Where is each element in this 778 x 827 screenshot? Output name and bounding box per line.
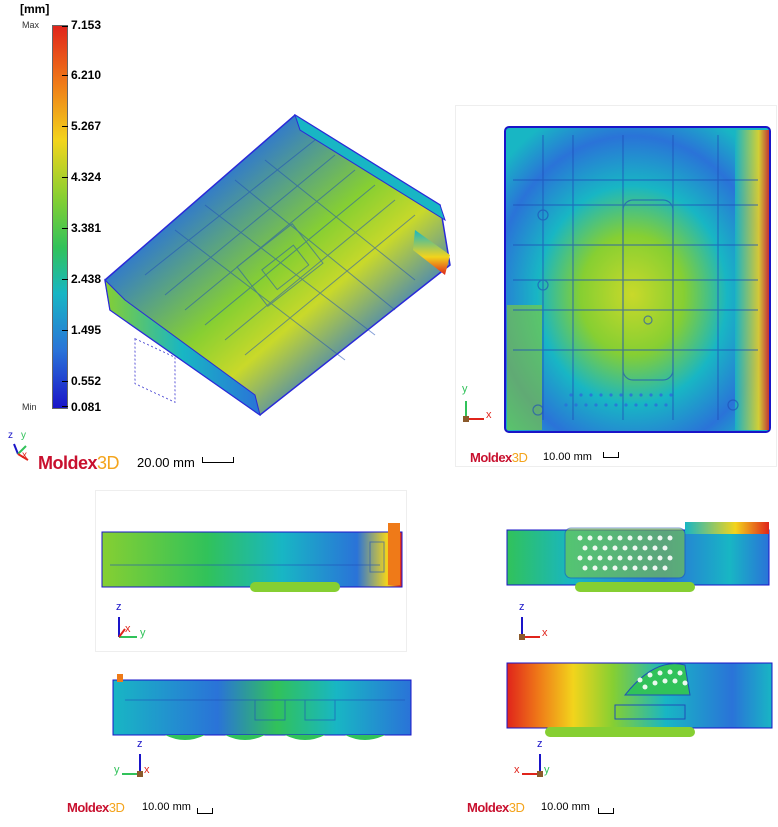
moldex3d-logo: Moldex3D [467, 800, 525, 815]
scale-bar-top [603, 452, 619, 458]
axis-z-label: z [537, 738, 543, 750]
tick-label: 1.495 [71, 323, 102, 337]
moldex3d-logo: Moldex3D [67, 800, 125, 815]
axis-triad-side-c: z y x [110, 738, 160, 780]
legend-max-tag: Max [22, 20, 40, 30]
tick-label: 5.267 [71, 119, 102, 133]
axis-x-label: x [125, 623, 131, 635]
axis-z-label: z [8, 430, 13, 441]
side-view-a-panel [95, 490, 407, 652]
top-part-view [504, 126, 771, 433]
side-view-c [112, 674, 412, 740]
axis-y-label: y [462, 383, 468, 395]
side-view-a [101, 523, 403, 592]
axis-y-label: y [140, 627, 146, 639]
color-scale-bar [52, 25, 68, 409]
tick-label: 4.324 [71, 170, 102, 184]
side-view-d [506, 662, 773, 737]
tick-label: 2.438 [71, 272, 102, 286]
top-view-panel [455, 105, 777, 467]
axis-x-label: x [22, 450, 27, 461]
scale-label-bottom-right: 10.00 mm [541, 801, 590, 813]
axis-triad-top: y x [460, 383, 500, 423]
tick-label: 0.552 [71, 374, 102, 388]
isometric-part-view [104, 113, 451, 417]
axis-x-label: x [542, 627, 548, 639]
tick-mark [62, 406, 68, 407]
scale-bar-bottom-right [598, 808, 614, 814]
axis-z-label: z [519, 601, 525, 613]
tick-mark [62, 177, 68, 178]
moldex3d-logo: Moldex3D [38, 453, 120, 473]
tick-mark [62, 26, 68, 27]
axis-triad-side-a: z x y [103, 601, 153, 643]
tick-label: 6.210 [71, 68, 102, 82]
axis-x-label: x [514, 764, 520, 776]
side-view-b [506, 522, 770, 592]
axis-triad-side-d: z x y [510, 738, 560, 780]
axis-z-label: z [116, 601, 122, 613]
axis-x-label: x [144, 764, 150, 776]
tick-mark [62, 330, 68, 331]
legend-min-tag: Min [22, 402, 37, 412]
axis-y-label: y [114, 764, 120, 776]
tick-label: 3.381 [71, 221, 102, 235]
axis-z-label: z [137, 738, 143, 750]
axis-triad-side-b: z x [512, 601, 562, 643]
tick-mark [62, 126, 68, 127]
scale-label-iso: 20.00 mm [137, 455, 195, 470]
scale-bar-bottom-left [197, 808, 213, 814]
tick-mark [62, 279, 68, 280]
scale-bar-iso [202, 457, 234, 463]
tick-mark [62, 75, 68, 76]
tick-label: 0.081 [71, 400, 102, 414]
axis-x-label: x [486, 409, 492, 421]
axis-y-label: y [544, 764, 550, 776]
scale-label-top: 10.00 mm [543, 451, 592, 463]
axis-y-label: y [21, 430, 26, 441]
tick-label: 7.153 [71, 18, 102, 32]
tick-mark [62, 381, 68, 382]
scale-label-bottom-left: 10.00 mm [142, 801, 191, 813]
moldex3d-logo: Moldex3D [470, 450, 528, 465]
legend-unit: [mm] [20, 2, 50, 16]
tick-mark [62, 228, 68, 229]
axis-triad-iso: z y x [8, 430, 38, 462]
